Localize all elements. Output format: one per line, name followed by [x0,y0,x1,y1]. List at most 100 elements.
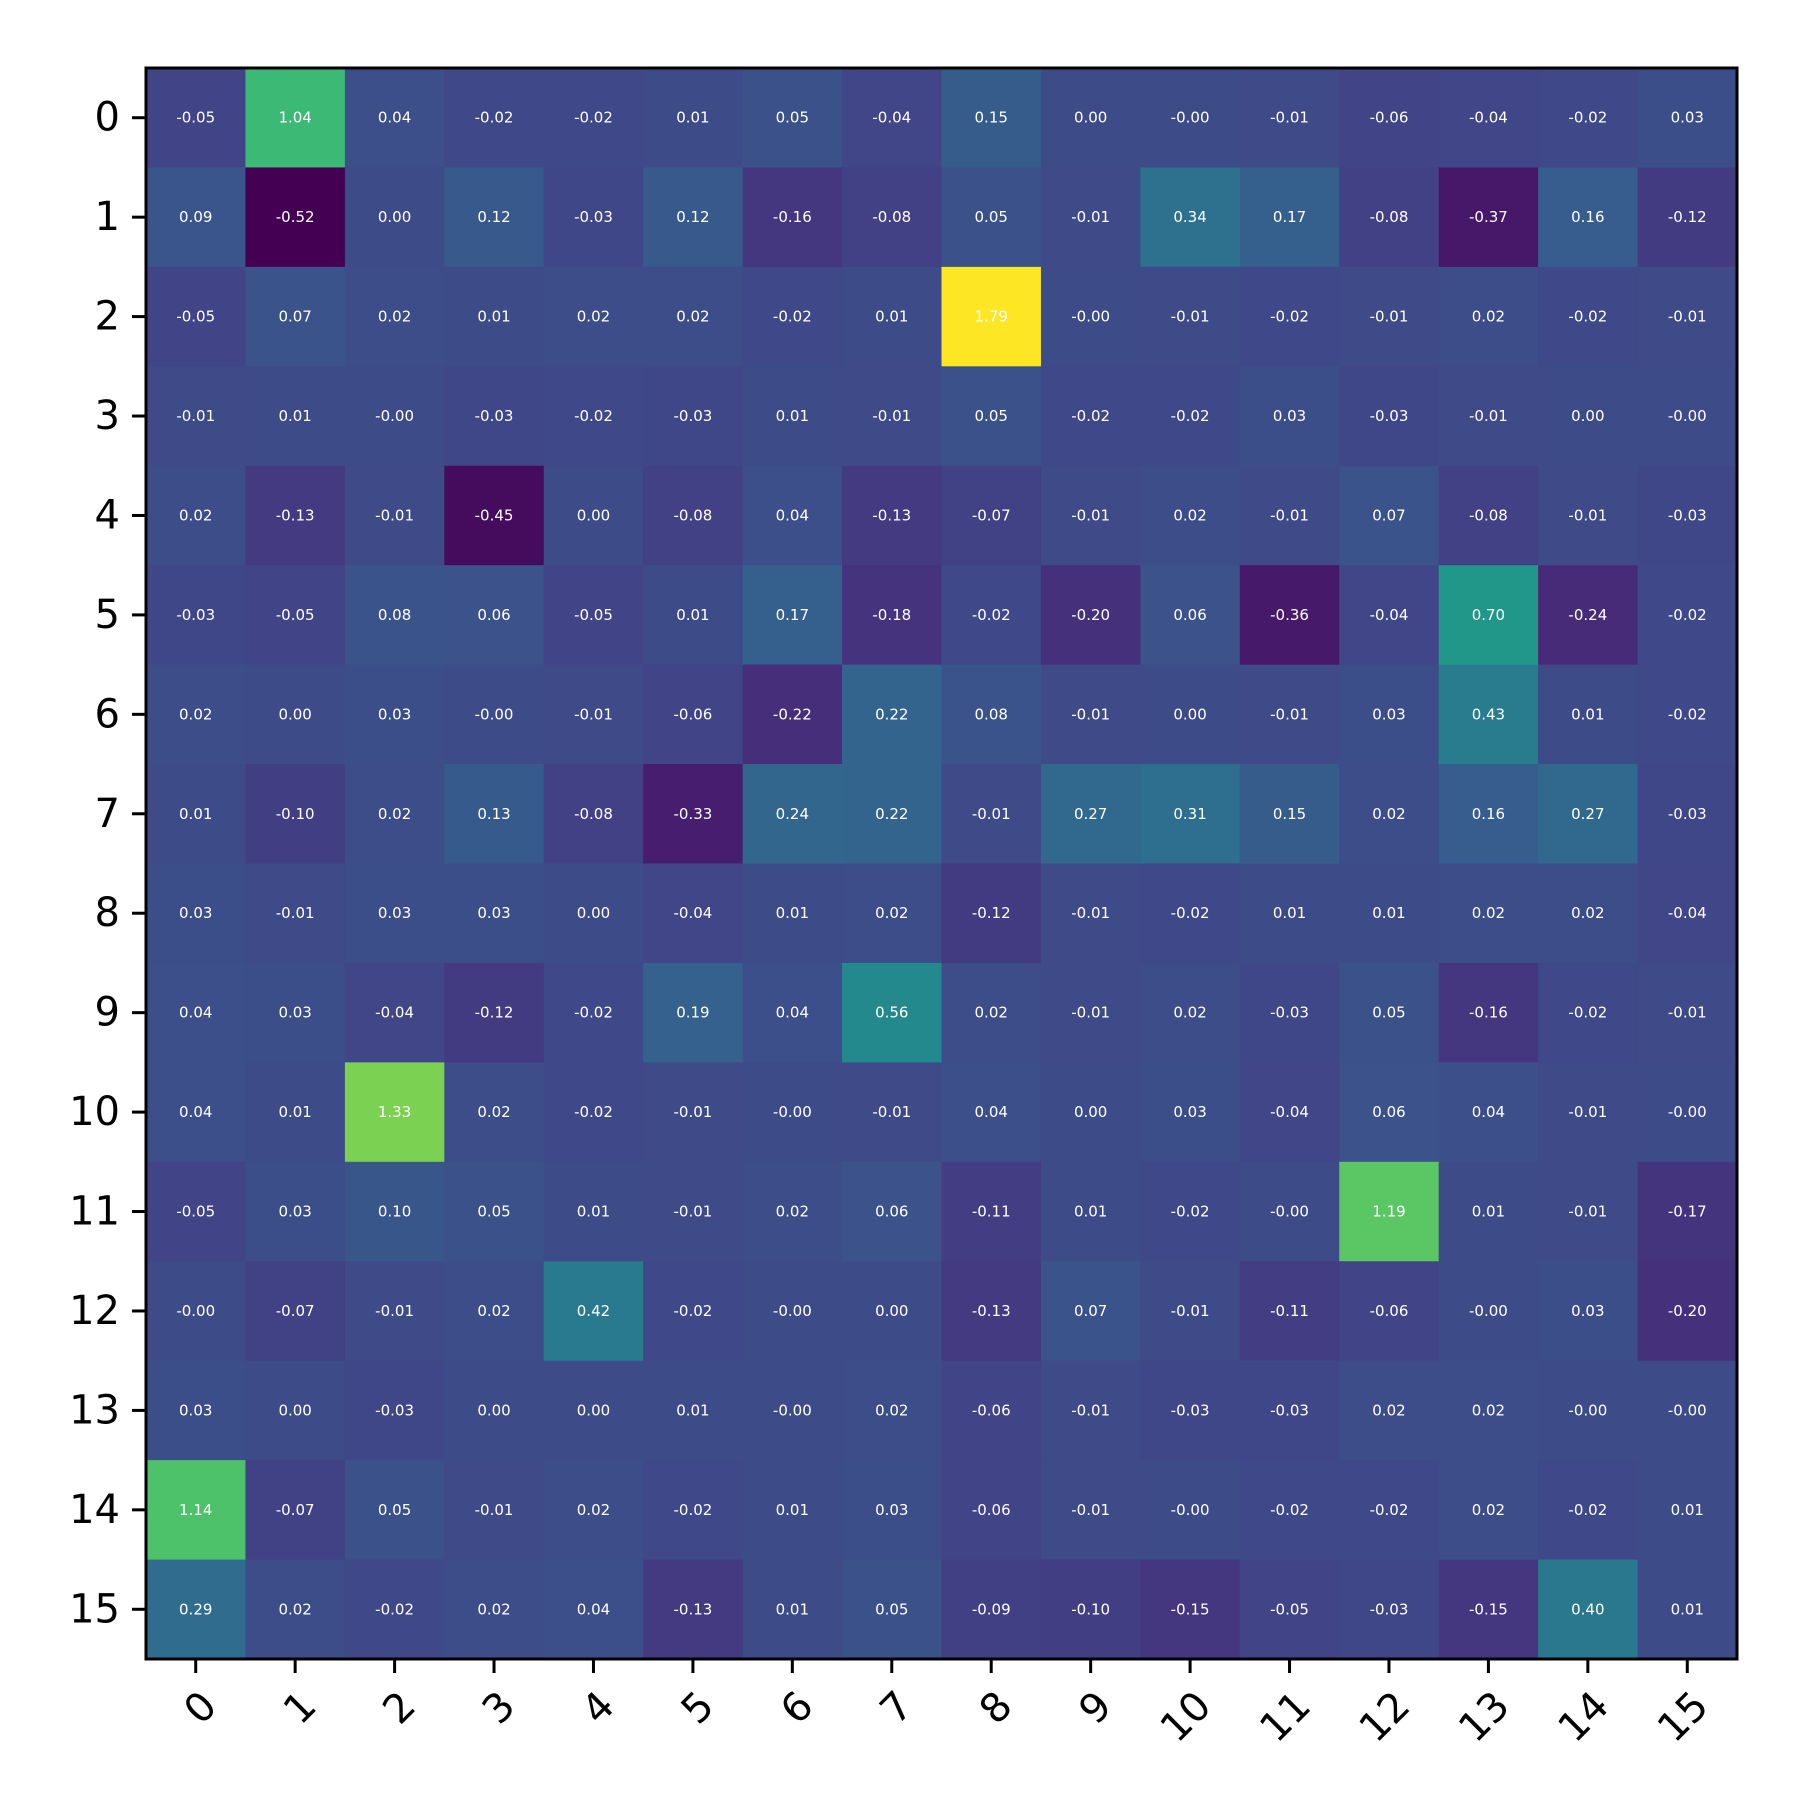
heatmap-cell-value: 0.01 [1671,1600,1704,1618]
heatmap-cell [344,1161,445,1262]
heatmap-cell [1140,1559,1241,1660]
heatmap-cell-value: -0.02 [1171,904,1210,922]
heatmap-cell-value: -0.02 [773,308,812,326]
heatmap-cell-value: 0.07 [278,308,311,326]
heatmap-cell-value: -0.00 [1171,1501,1210,1519]
heatmap-cell [1339,1360,1440,1461]
heatmap-cell [1239,863,1340,964]
x-tick-label: 9 [1070,1683,1121,1734]
heatmap-cell-value: 0.03 [378,705,411,723]
y-tick-label: 8 [95,890,120,936]
heatmap-cell-value: -0.45 [475,506,514,524]
heatmap-cell [245,1559,346,1660]
heatmap-cell-value: -0.01 [674,1203,713,1221]
y-tick-label: 4 [95,492,120,538]
heatmap-cell-value: -0.11 [972,1203,1011,1221]
heatmap-cell [543,664,644,765]
heatmap-cell-value: 0.16 [1571,208,1604,226]
heatmap-cell [742,1062,843,1163]
heatmap-cell-value: -0.02 [1568,1501,1607,1519]
heatmap-cell-value: 0.17 [1273,208,1306,226]
heatmap-cell-value: 0.02 [1173,1004,1206,1022]
heatmap-cell-value: 0.31 [1173,805,1206,823]
heatmap-cell-value: -0.06 [972,1501,1011,1519]
heatmap-cell-value: 0.00 [1074,1103,1107,1121]
heatmap-cell [842,1161,942,1262]
heatmap-cell [643,465,744,566]
x-tick-label: 7 [872,1683,923,1734]
heatmap-cell [245,1062,346,1163]
heatmap-cell [1538,565,1639,666]
heatmap-cell [344,863,445,964]
heatmap-cell [1040,863,1141,964]
heatmap-cell-value: -0.03 [176,606,215,624]
heatmap-cell [941,962,1042,1063]
heatmap-cell [1637,1062,1738,1163]
heatmap-cell [742,863,843,964]
heatmap-cell [1538,167,1639,268]
heatmap-cell [1239,1460,1340,1561]
heatmap-cell [643,1559,744,1660]
heatmap-cell-value: -0.01 [375,506,414,524]
heatmap-cell [1637,1360,1738,1461]
heatmap-cell [344,664,445,765]
heatmap-cell [444,266,545,367]
heatmap-cell [1140,266,1241,367]
heatmap-cell [842,962,942,1063]
heatmap-cell [1040,664,1141,765]
heatmap-cell [1637,962,1738,1063]
heatmap-cell-value: 0.00 [1074,109,1107,127]
heatmap-cell-value: -0.16 [773,208,812,226]
y-tick-label: 14 [69,1487,120,1533]
heatmap-cell [1538,465,1639,566]
heatmap-cell [1040,1559,1141,1660]
heatmap-cell-value: -0.01 [872,407,911,425]
x-tick-label: 12 [1351,1683,1420,1752]
heatmap-cell-value: -0.01 [1071,705,1110,723]
heatmap-cell [1637,664,1738,765]
heatmap-cell [1438,1261,1539,1362]
heatmap-cell-value: -0.04 [872,109,911,127]
heatmap-cell-value: 0.03 [179,1401,212,1419]
heatmap-cell [344,1261,445,1362]
heatmap-cell [941,1559,1042,1660]
heatmap-cell-value: -0.02 [574,1004,613,1022]
heatmap-cell-value: 1.04 [278,109,311,127]
heatmap-cell [1339,266,1440,367]
heatmap-cell [643,764,744,864]
heatmap-cell-value: -0.03 [574,208,613,226]
heatmap-cell [444,1460,545,1561]
heatmap-cell-value: -0.01 [1270,705,1309,723]
heatmap-cell-value: 0.01 [278,1103,311,1121]
heatmap-cell [742,764,843,864]
heatmap-cell-value: 0.03 [1671,109,1704,127]
heatmap-cell-value: 0.02 [1472,904,1505,922]
heatmap-cell [444,962,545,1063]
heatmap-cell-value: -0.02 [1270,308,1309,326]
heatmap-cell [1438,962,1539,1063]
heatmap-cell-value: 0.09 [179,208,212,226]
heatmap-cell-value: -0.52 [276,208,315,226]
heatmap-cell-value: 0.00 [1571,407,1604,425]
heatmap-cell-value: -0.01 [176,407,215,425]
heatmap-cell-value: -0.01 [1568,1103,1607,1121]
heatmap-cell [1040,1360,1141,1461]
heatmap-cell-value: 0.04 [577,1600,610,1618]
heatmap-cell [742,167,843,268]
heatmap-cell [1239,167,1340,268]
heatmap-cell-value: 0.13 [477,805,510,823]
heatmap-cell [1239,1559,1340,1660]
heatmap-cell [543,863,644,964]
heatmap-cell-value: -0.01 [1568,506,1607,524]
heatmap-cell-value: -0.02 [1668,606,1707,624]
heatmap-cell [1637,68,1738,168]
heatmap-cell [146,1360,246,1461]
heatmap-cell [842,68,942,168]
heatmap-cell [1637,565,1738,666]
heatmap-cell [1538,1062,1639,1163]
heatmap-cell-value: 0.02 [278,1600,311,1618]
heatmap-cell [344,962,445,1063]
heatmap-cell-value: -0.00 [1469,1302,1508,1320]
y-tick-label: 10 [69,1089,120,1135]
heatmap-cell-value: 0.01 [776,904,809,922]
